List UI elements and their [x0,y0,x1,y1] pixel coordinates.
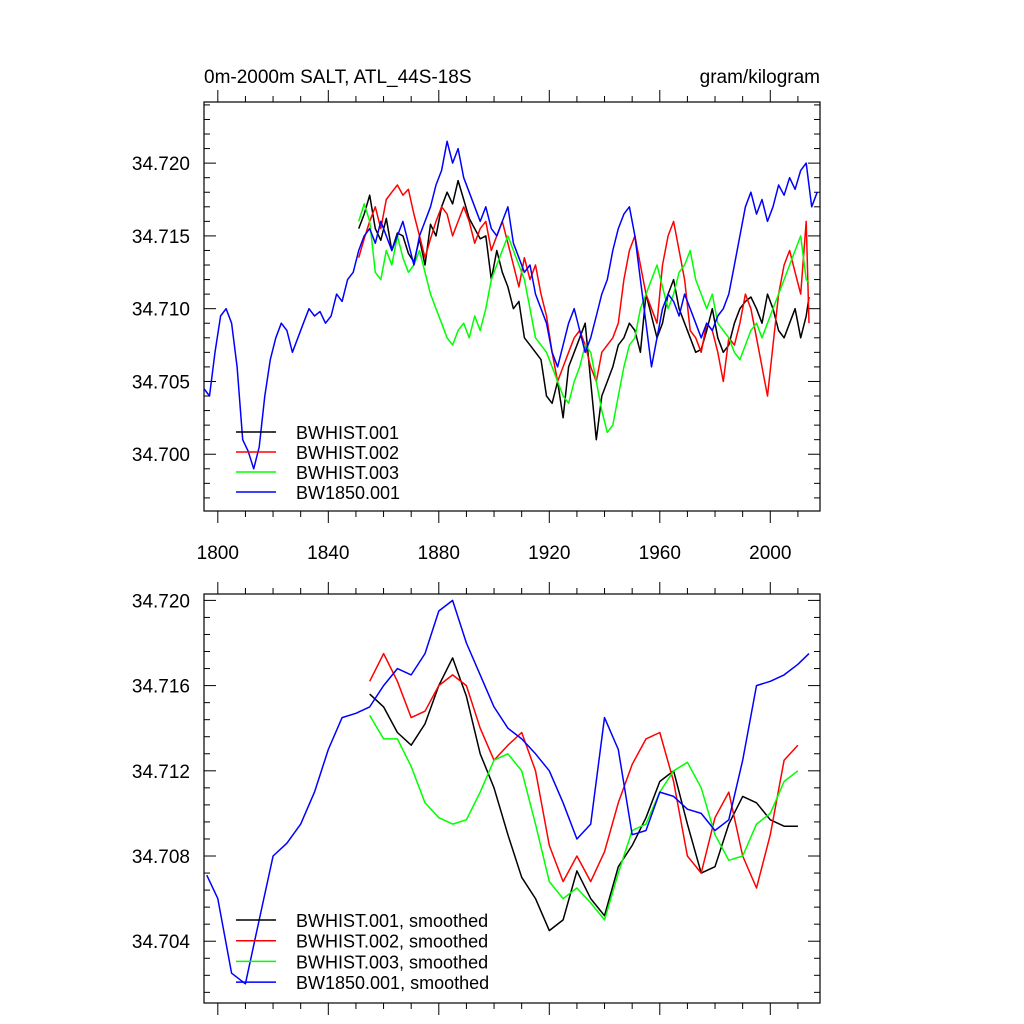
legend-label: BWHIST.001, smoothed [296,911,488,931]
legend-label: BWHIST.003 [296,463,399,483]
series-line [369,715,799,921]
chart-title: 0m-2000m SALT, ATL_44S-18S [204,67,472,88]
plot-frame [203,101,821,512]
legend-label: BWHIST.001 [296,423,399,443]
legend-label: BW1850.001, smoothed [296,973,489,993]
legend-label: BWHIST.002, smoothed [296,932,488,952]
y-tick-label: 34.712 [132,762,190,783]
y-tick-label: 34.720 [132,154,190,175]
x-tick-label: 2000 [749,543,791,564]
series-line [206,599,810,985]
y-tick-label: 34.700 [132,445,190,466]
x-tick-label: 1840 [307,543,349,564]
y-tick-label: 34.720 [132,591,190,612]
units-label: gram/kilogram [700,67,820,88]
series-line [369,652,799,889]
series-line [204,140,818,470]
top-panel: 1800 1840 1880 1920 1960 2000 34.700 34.705 34.7… [132,90,821,564]
plot-frame [203,593,821,1004]
y-tick-label: 34.710 [132,300,190,321]
legend-label: BWHIST.002 [296,443,399,463]
legend-label: BW1850.001 [296,483,400,503]
y-tick-label: 34.715 [132,227,190,248]
series-line [357,179,810,441]
bottom-panel: 34.704 34.708 34.712 34.716 34.720 BWHIST.001… [132,582,821,1015]
series-line [369,657,798,932]
x-tick-label: 1800 [197,543,239,564]
x-tick-label: 1920 [528,543,570,564]
x-tick-label: 1960 [639,543,681,564]
y-tick-label: 34.708 [132,847,190,868]
legend-label: BWHIST.003, smoothed [296,952,488,972]
y-tick-label: 34.705 [132,372,190,393]
y-tick-label: 34.704 [132,932,191,953]
x-tick-label: 1880 [418,543,460,564]
y-tick-label: 34.716 [132,677,190,698]
series-line [357,203,810,434]
